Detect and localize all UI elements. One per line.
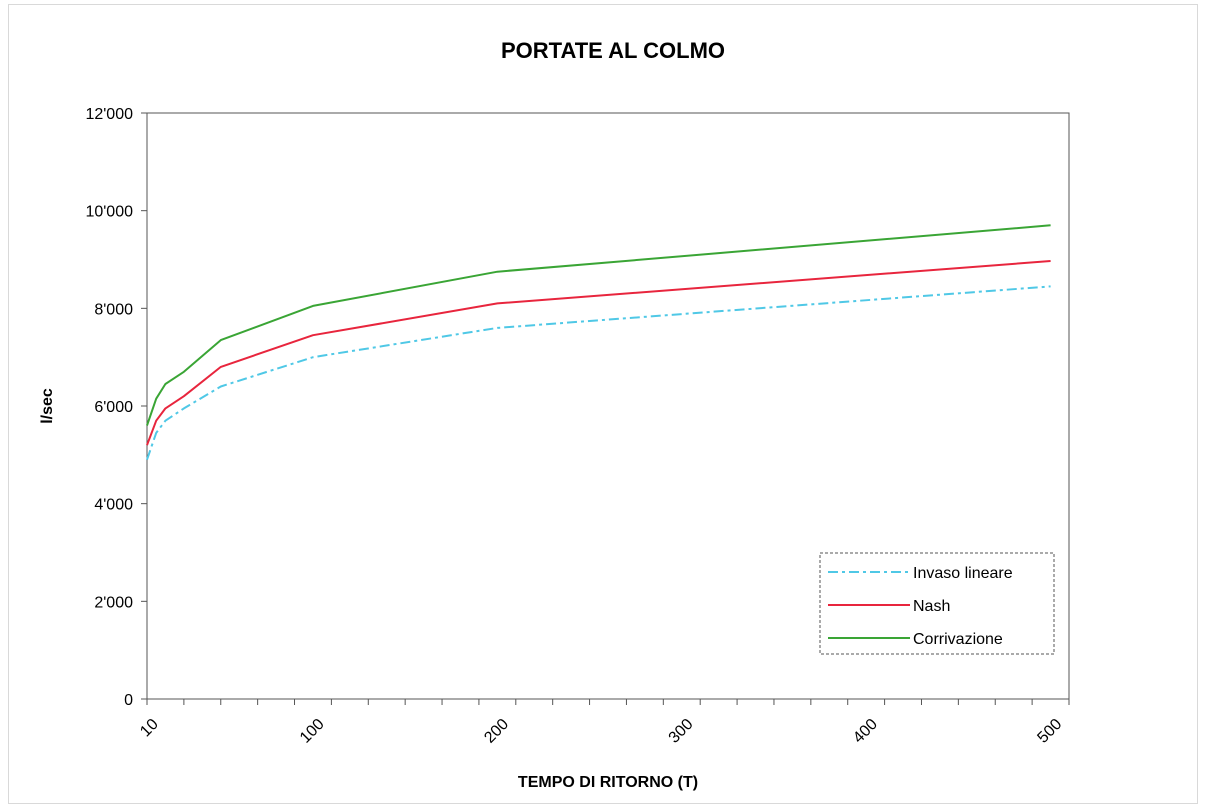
legend-label: Invaso lineare bbox=[913, 565, 1013, 582]
y-tick-label: 0 bbox=[124, 692, 133, 709]
chart-frame bbox=[8, 4, 1198, 804]
x-axis: 10 100 200 300 400 500 bbox=[137, 699, 1070, 747]
y-tick-label: 12'000 bbox=[85, 106, 133, 123]
x-tick-label: 300 bbox=[666, 716, 697, 747]
y-tick-label: 2'000 bbox=[94, 594, 133, 611]
x-tick-label: 500 bbox=[1034, 716, 1065, 747]
y-axis-label: l/sec bbox=[39, 388, 56, 424]
y-tick-label: 8'000 bbox=[94, 301, 133, 318]
y-tick-label: 6'000 bbox=[94, 399, 133, 416]
x-axis-label: TEMPO DI RITORNO (T) bbox=[518, 774, 698, 791]
series-line-corrivazione bbox=[146, 224, 1051, 426]
y-tick-label: 4'000 bbox=[94, 497, 133, 514]
series-line-invaso-lineare bbox=[146, 285, 1051, 461]
legend-label: Nash bbox=[913, 598, 950, 615]
legend-label: Corrivazione bbox=[913, 631, 1003, 648]
y-tick-label: 10'000 bbox=[85, 204, 133, 221]
x-tick-label: 400 bbox=[850, 716, 881, 747]
x-tick-label: 100 bbox=[297, 716, 328, 747]
chart-title: PORTATE AL COLMO bbox=[501, 38, 725, 63]
x-tick-label: 10 bbox=[137, 716, 162, 741]
series-layer bbox=[146, 224, 1051, 461]
legend: Invaso lineare Nash Corrivazione bbox=[819, 552, 1055, 655]
series-line-nash bbox=[146, 260, 1051, 446]
x-tick-label: 200 bbox=[481, 716, 512, 747]
y-axis: 0 2'000 4'000 6'000 8'000 10'000 12'000 bbox=[85, 106, 147, 709]
